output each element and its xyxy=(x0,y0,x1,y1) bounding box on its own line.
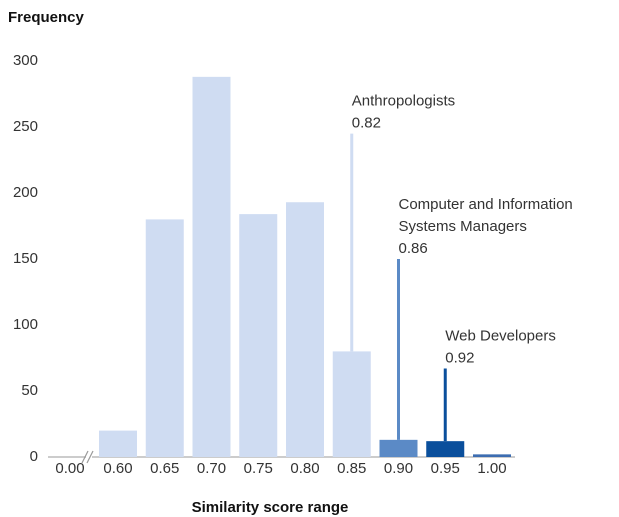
annotation-label: Anthropologists xyxy=(352,93,455,110)
x-tick-label: 0.70 xyxy=(197,460,226,477)
x-tick-label: 1.00 xyxy=(477,460,506,477)
annotation-value: 0.86 xyxy=(399,240,428,257)
bar xyxy=(192,76,231,457)
annotation-label: Systems Managers xyxy=(399,218,527,235)
annotation-label: Computer and Information xyxy=(399,196,573,213)
x-tick-label: 0.65 xyxy=(150,460,179,477)
bar xyxy=(332,351,371,457)
y-tick-label: 150 xyxy=(13,250,38,267)
y-tick-label: 100 xyxy=(13,316,38,333)
y-tick-label: 200 xyxy=(13,184,38,201)
bar xyxy=(473,454,511,457)
bar xyxy=(145,219,184,457)
axis-break xyxy=(86,450,94,464)
x-axis-label: Similarity score range xyxy=(192,499,349,516)
x-tick-label: 0.95 xyxy=(431,460,460,477)
axis-break xyxy=(81,450,89,464)
x-tick-label: 0.60 xyxy=(103,460,132,477)
x-tick-label: 0.00 xyxy=(55,460,84,477)
y-tick-label: 50 xyxy=(21,382,38,399)
bar xyxy=(286,202,324,457)
chart-title: Frequency xyxy=(8,9,85,26)
bar xyxy=(379,439,418,457)
bar xyxy=(99,430,137,457)
bar xyxy=(426,441,465,457)
annotation-value: 0.92 xyxy=(445,350,474,367)
annotation-label: Web Developers xyxy=(445,328,556,345)
x-tick-label: 0.80 xyxy=(290,460,319,477)
bar xyxy=(239,214,278,457)
y-tick-label: 300 xyxy=(13,52,38,69)
x-tick-label: 0.85 xyxy=(337,460,366,477)
annotation-value: 0.82 xyxy=(352,115,381,132)
y-tick-label: 0 xyxy=(30,448,38,465)
x-tick-label: 0.90 xyxy=(384,460,413,477)
x-tick-label: 0.75 xyxy=(244,460,273,477)
y-tick-label: 250 xyxy=(13,118,38,135)
